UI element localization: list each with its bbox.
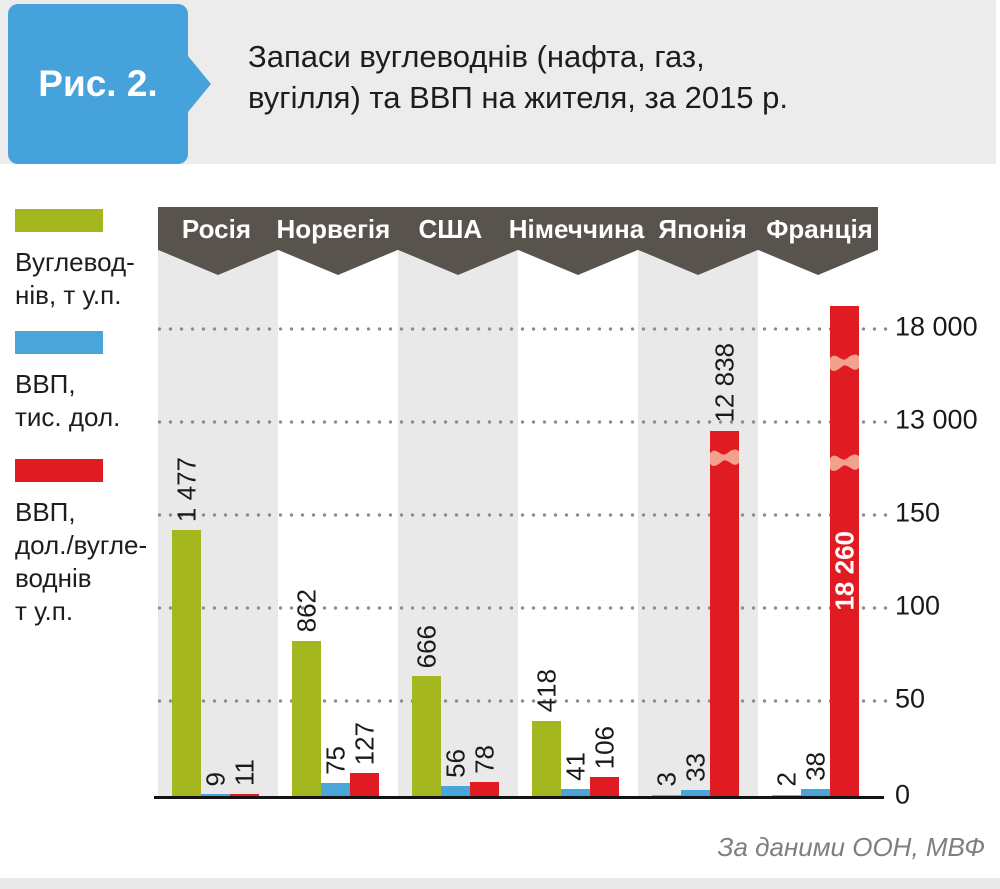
country-label: Росія [181, 214, 251, 244]
bar-0-red: 11 [229, 759, 259, 796]
legend-item-green: Вуглевод-нів, т у.п. [15, 209, 160, 312]
bar-value-label: 78 [469, 745, 499, 774]
axis-tick-label: 150 [895, 497, 941, 528]
source-note: За даними ООН, МВФ [717, 832, 985, 862]
country-label: США [418, 214, 483, 244]
bar-value-label: 12 838 [709, 343, 739, 423]
bar-2-blue: 56 [440, 749, 470, 796]
gridline [154, 420, 888, 424]
bar-0-green: 1 477 [171, 457, 201, 796]
country-label: Німеччина [508, 214, 645, 244]
figure-number-badge: Рис. 2. [8, 4, 211, 164]
legend-label: воднів [15, 563, 92, 593]
bar-value-label: 56 [440, 749, 470, 778]
legend-swatch-red [15, 459, 103, 482]
gridline [154, 513, 888, 517]
axis-tick-label: 50 [895, 683, 926, 714]
bar-value-label: 38 [800, 752, 830, 782]
figure-number: Рис. 2. [38, 63, 158, 104]
chart-title: Запаси вуглеводнів (нафта, газ, вугілля)… [248, 36, 788, 118]
country-label: Франція [766, 214, 873, 244]
badge-arrow-icon [188, 56, 211, 112]
axis-tick-label: 100 [895, 590, 941, 621]
bar-value-label: 418 [531, 669, 561, 713]
country-label: Японія [658, 214, 747, 244]
axis-break-icon [830, 447, 859, 478]
gridline [154, 606, 888, 610]
gridline [154, 327, 888, 331]
legend-label: дол./вугле- [15, 530, 148, 560]
bar-value-label: 666 [411, 624, 441, 669]
title-line-1: Запаси вуглеводнів (нафта, газ, [248, 39, 705, 74]
bar-5-blue: 38 [800, 752, 830, 796]
legend-label: нів, т у.п. [15, 280, 122, 310]
bar-3-red: 106 [589, 726, 619, 796]
bar-value-label: 11 [229, 759, 259, 787]
bar-value-label: 862 [291, 589, 321, 633]
bar-value-label: 2 [771, 772, 801, 787]
legend-swatch-green [15, 209, 103, 232]
bar-value-label: 106 [589, 725, 619, 769]
bar-3-green: 418 [531, 669, 561, 796]
legend-item-red: ВВП, дол./вугле-воднів т у.п. [15, 459, 160, 628]
legend-swatch-blue [15, 331, 103, 354]
axis-tick-label: 13 000 [895, 404, 978, 435]
bar-value-label: 75 [320, 745, 350, 775]
legend-label: тис. дол. [15, 402, 121, 432]
bar-4-red: 12 838 [709, 343, 739, 796]
axis-tick-label: 0 [895, 779, 911, 810]
footer-strip [0, 878, 1000, 889]
bar-value-label: 33 [680, 753, 710, 783]
axis-break-icon [830, 347, 859, 378]
gridline [154, 699, 888, 703]
bar-value-label: 9 [200, 771, 230, 787]
bar-3-blue: 41 [560, 752, 590, 796]
bar-4-blue: 33 [680, 753, 710, 796]
bar-chart: Росія Норвегія США Німеччина Японія Франція 1 … [154, 207, 888, 799]
bar-5-green: 2 [771, 772, 801, 796]
bar-2-green: 666 [411, 625, 441, 796]
legend-item-blue: ВВП, тис. дол. [15, 331, 160, 434]
axis-tick-label: 18 000 [895, 311, 978, 342]
bar-value-label: 41 [560, 751, 590, 781]
column-stripe [638, 250, 758, 799]
bar-value-label: 127 [349, 721, 379, 766]
legend-label: т у.п. [15, 596, 74, 626]
bar-0-blue: 9 [200, 772, 230, 796]
bar-value-label: 3 [651, 772, 681, 787]
legend-label: ВВП, [15, 497, 76, 527]
bar-value-label: 1 477 [171, 457, 201, 523]
axis-break-icon [710, 442, 739, 473]
legend-label: ВВП, [15, 369, 76, 399]
bar-1-red: 127 [349, 722, 379, 796]
bar-value-label: 18 260 [829, 531, 859, 611]
bar-1-blue: 75 [320, 746, 350, 796]
bar-5-red: 18 260 [829, 306, 859, 796]
bar-2-red: 78 [469, 745, 499, 796]
title-line-2: вугілля) та ВВП на жителя, за 2015 р. [248, 80, 789, 115]
x-axis-line [154, 796, 884, 799]
bar-4-green: 3 [651, 772, 681, 796]
legend-label: Вуглевод- [15, 247, 135, 277]
bar-1-green: 862 [291, 589, 321, 796]
country-label: Норвегія [276, 214, 391, 244]
